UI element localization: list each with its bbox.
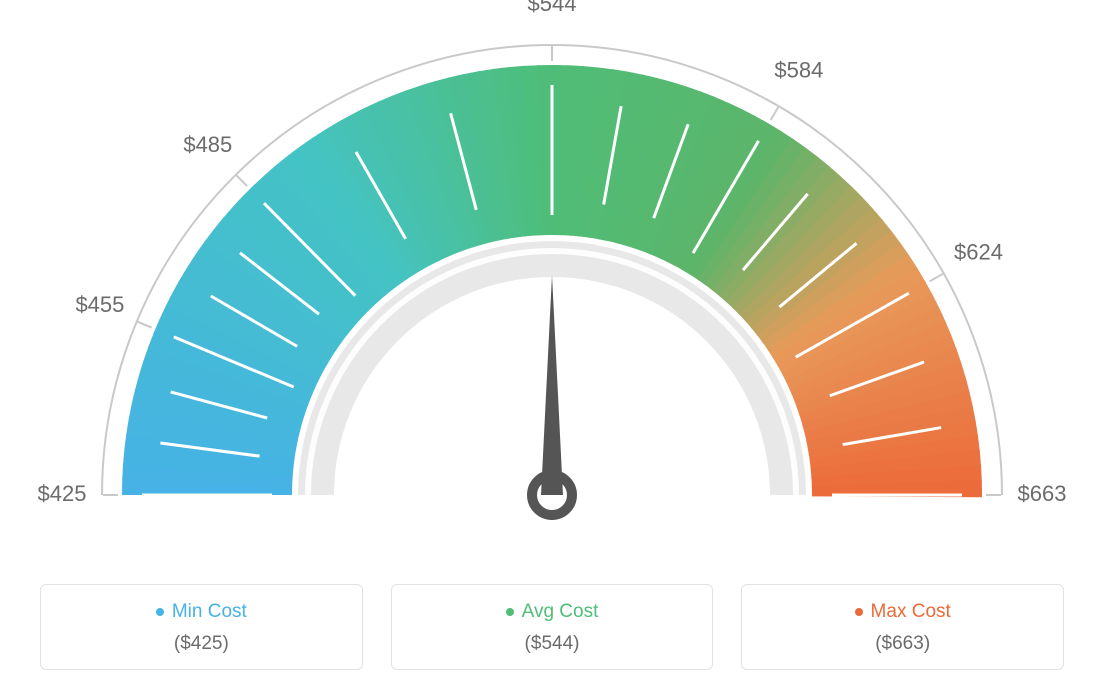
legend-label: Avg Cost bbox=[522, 601, 599, 623]
legend-value-avg: ($544) bbox=[392, 633, 713, 655]
svg-text:$663: $663 bbox=[1018, 481, 1067, 506]
legend-card-min: Min Cost ($425) bbox=[40, 584, 363, 670]
cost-gauge: $425 $455 $485 $544 $584 $624 $663 bbox=[0, 0, 1104, 580]
legend-label: Max Cost bbox=[871, 601, 951, 623]
legend-label: Min Cost bbox=[172, 601, 247, 623]
dot-icon bbox=[156, 608, 164, 616]
legend-card-max: Max Cost ($663) bbox=[741, 584, 1064, 670]
svg-text:$485: $485 bbox=[183, 132, 232, 157]
legend-title-min: Min Cost bbox=[156, 601, 247, 623]
legend-value-max: ($663) bbox=[742, 633, 1063, 655]
svg-text:$544: $544 bbox=[528, 0, 577, 16]
legend-card-avg: Avg Cost ($544) bbox=[391, 584, 714, 670]
svg-text:$455: $455 bbox=[75, 292, 124, 317]
legend-row: Min Cost ($425) Avg Cost ($544) Max Cost… bbox=[40, 584, 1064, 670]
legend-value-min: ($425) bbox=[41, 633, 362, 655]
legend-title-max: Max Cost bbox=[855, 601, 951, 623]
dot-icon bbox=[506, 608, 514, 616]
svg-text:$425: $425 bbox=[38, 481, 87, 506]
dot-icon bbox=[855, 608, 863, 616]
svg-text:$584: $584 bbox=[774, 58, 823, 83]
legend-title-avg: Avg Cost bbox=[506, 601, 599, 623]
svg-text:$624: $624 bbox=[954, 240, 1003, 265]
